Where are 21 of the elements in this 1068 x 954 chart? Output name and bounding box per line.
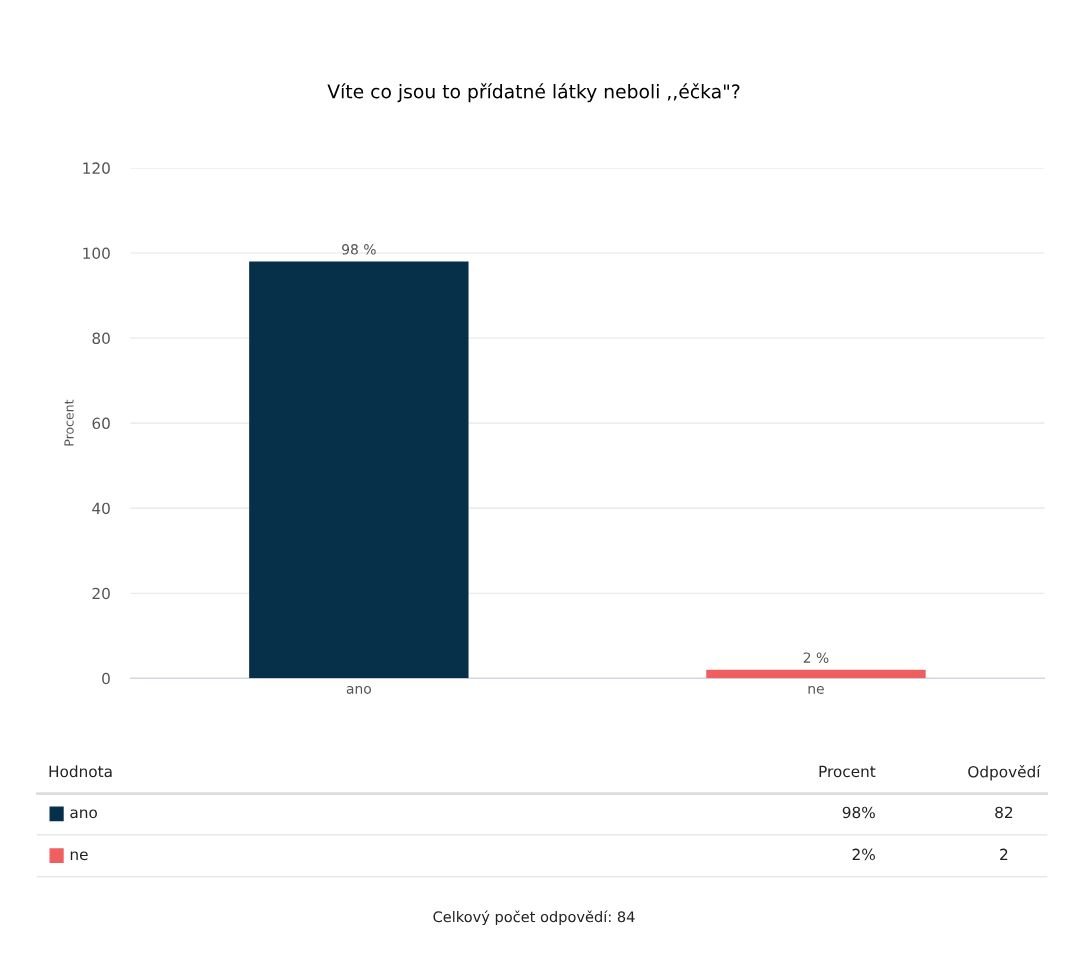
text: Hodnota	[49, 765, 112, 778]
text: Celkový počet odpovědí: 84	[433, 910, 635, 926]
y-tick-label: 40	[92, 502, 110, 515]
text: 98%	[842, 806, 875, 819]
y-axis-title: Procent	[64, 399, 74, 446]
chart-title: Víte co jsou to přídatné látky neboli ,,éčka"?	[327, 83, 740, 103]
text: ne	[70, 851, 88, 861]
y-tick-label: 60	[92, 417, 110, 430]
data-label: 2 %	[803, 652, 829, 663]
text: Procent	[819, 765, 876, 778]
y-tick-label: 20	[92, 587, 110, 600]
y-tick-label: 80	[92, 332, 110, 345]
text: ano	[70, 809, 97, 819]
y-tick-label: 100	[83, 247, 110, 259]
data-label: 98 %	[342, 244, 376, 255]
text: 2%	[852, 848, 875, 861]
text: 82	[995, 806, 1013, 819]
text: 2	[1000, 848, 1008, 860]
text: Odpovědí	[968, 765, 1041, 781]
y-tick-label: 0	[102, 672, 110, 685]
y-tick-label: 120	[83, 162, 110, 174]
